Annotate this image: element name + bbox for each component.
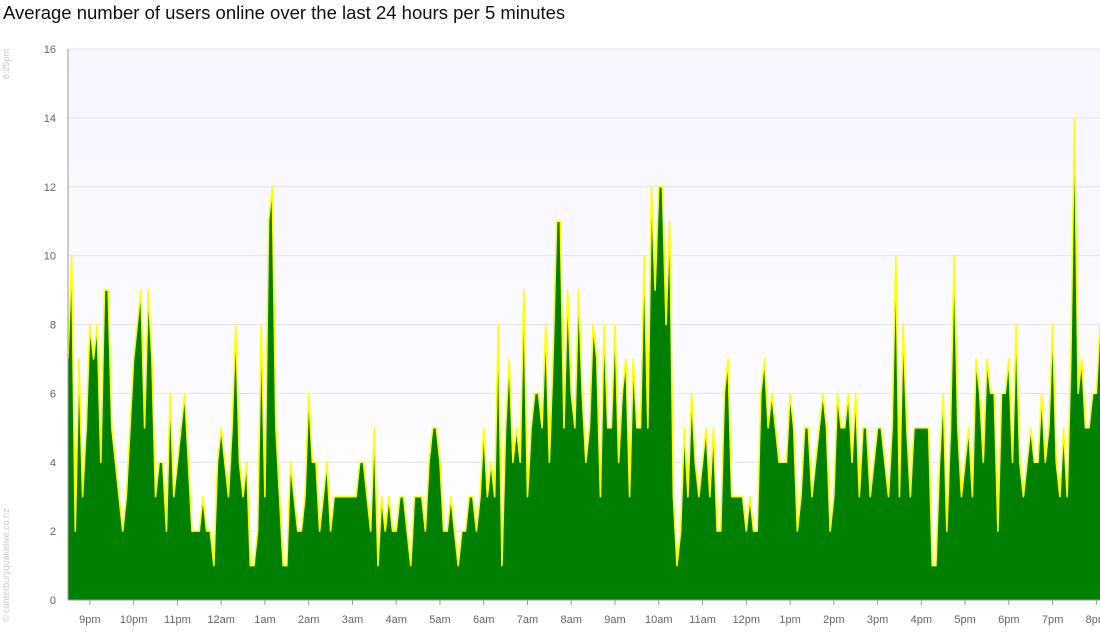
x-tick-label: 11pm	[164, 614, 191, 626]
y-tick-label: 8	[50, 320, 56, 332]
x-tick-label: 4am	[385, 614, 406, 626]
x-tick-label: 1am	[254, 614, 275, 626]
x-tick-label: 2pm	[823, 614, 844, 626]
series-line	[67, 117, 1100, 567]
x-tick-label: 3am	[342, 614, 363, 626]
x-tick-label: 2am	[298, 614, 319, 626]
x-tick-label: 6pm	[998, 614, 1019, 626]
x-tick-label: 10am	[645, 614, 673, 626]
x-tick-label: 4pm	[911, 614, 932, 626]
x-tick-label: 9pm	[79, 614, 100, 626]
y-tick-label: 6	[50, 388, 56, 400]
x-tick-label: 3pm	[867, 614, 888, 626]
x-tick-label: 5pm	[954, 614, 975, 626]
x-tick-label: 7am	[517, 614, 538, 626]
y-tick-label: 4	[50, 457, 56, 469]
x-tick-label: 8pm	[1086, 614, 1100, 626]
x-tick-label: 8am	[561, 614, 582, 626]
series-area	[68, 117, 1100, 600]
x-tick-label: 7pm	[1042, 614, 1063, 626]
x-tick-label: 5am	[429, 614, 450, 626]
x-tick-label: 6am	[473, 614, 494, 626]
x-tick-label: 11am	[689, 614, 716, 626]
x-tick-label: 10pm	[120, 614, 148, 626]
y-tick-label: 10	[44, 251, 56, 263]
y-tick-label: 14	[44, 113, 56, 125]
chart-title: Average number of users online over the …	[3, 2, 566, 23]
x-tick-label: 1pm	[779, 614, 800, 626]
y-tick-label: 2	[50, 526, 56, 538]
y-tick-label: 16	[44, 44, 56, 56]
y-tick-label: 12	[44, 182, 56, 194]
x-tick-label: 12pm	[733, 614, 761, 626]
x-tick-label: 9am	[604, 614, 625, 626]
y-tick-label: 0	[50, 595, 56, 607]
x-tick-label: 12am	[207, 614, 235, 626]
